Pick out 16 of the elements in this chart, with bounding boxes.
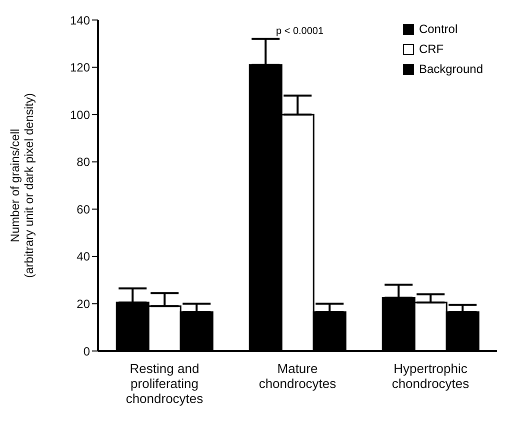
legend-label: CRF xyxy=(418,42,444,56)
annotation: p < 0.0001 xyxy=(276,26,324,37)
legend-label: Control xyxy=(418,22,458,36)
y-tick-label: 120 xyxy=(70,60,90,75)
y-tick-label: 60 xyxy=(76,202,90,216)
y-tick-label: 20 xyxy=(76,296,90,311)
x-tick-label: Hypertrophic chondrocytes xyxy=(392,361,470,391)
x-tick-label: Resting and proliferating chondrocytes xyxy=(126,361,204,406)
y-tick-label: 40 xyxy=(76,250,90,264)
legend-label: Background xyxy=(418,62,483,76)
y-tick-label: 80 xyxy=(76,155,90,170)
x-tick-label: Mature chondrocytes xyxy=(258,361,337,391)
y-axis-title: Number of grains/cell (arbitrary unit or dark pixel density) xyxy=(8,93,36,278)
y-tick-label: 100 xyxy=(70,108,90,122)
y-tick-label: 140 xyxy=(70,13,90,28)
y-tick-label: 0 xyxy=(83,344,90,358)
